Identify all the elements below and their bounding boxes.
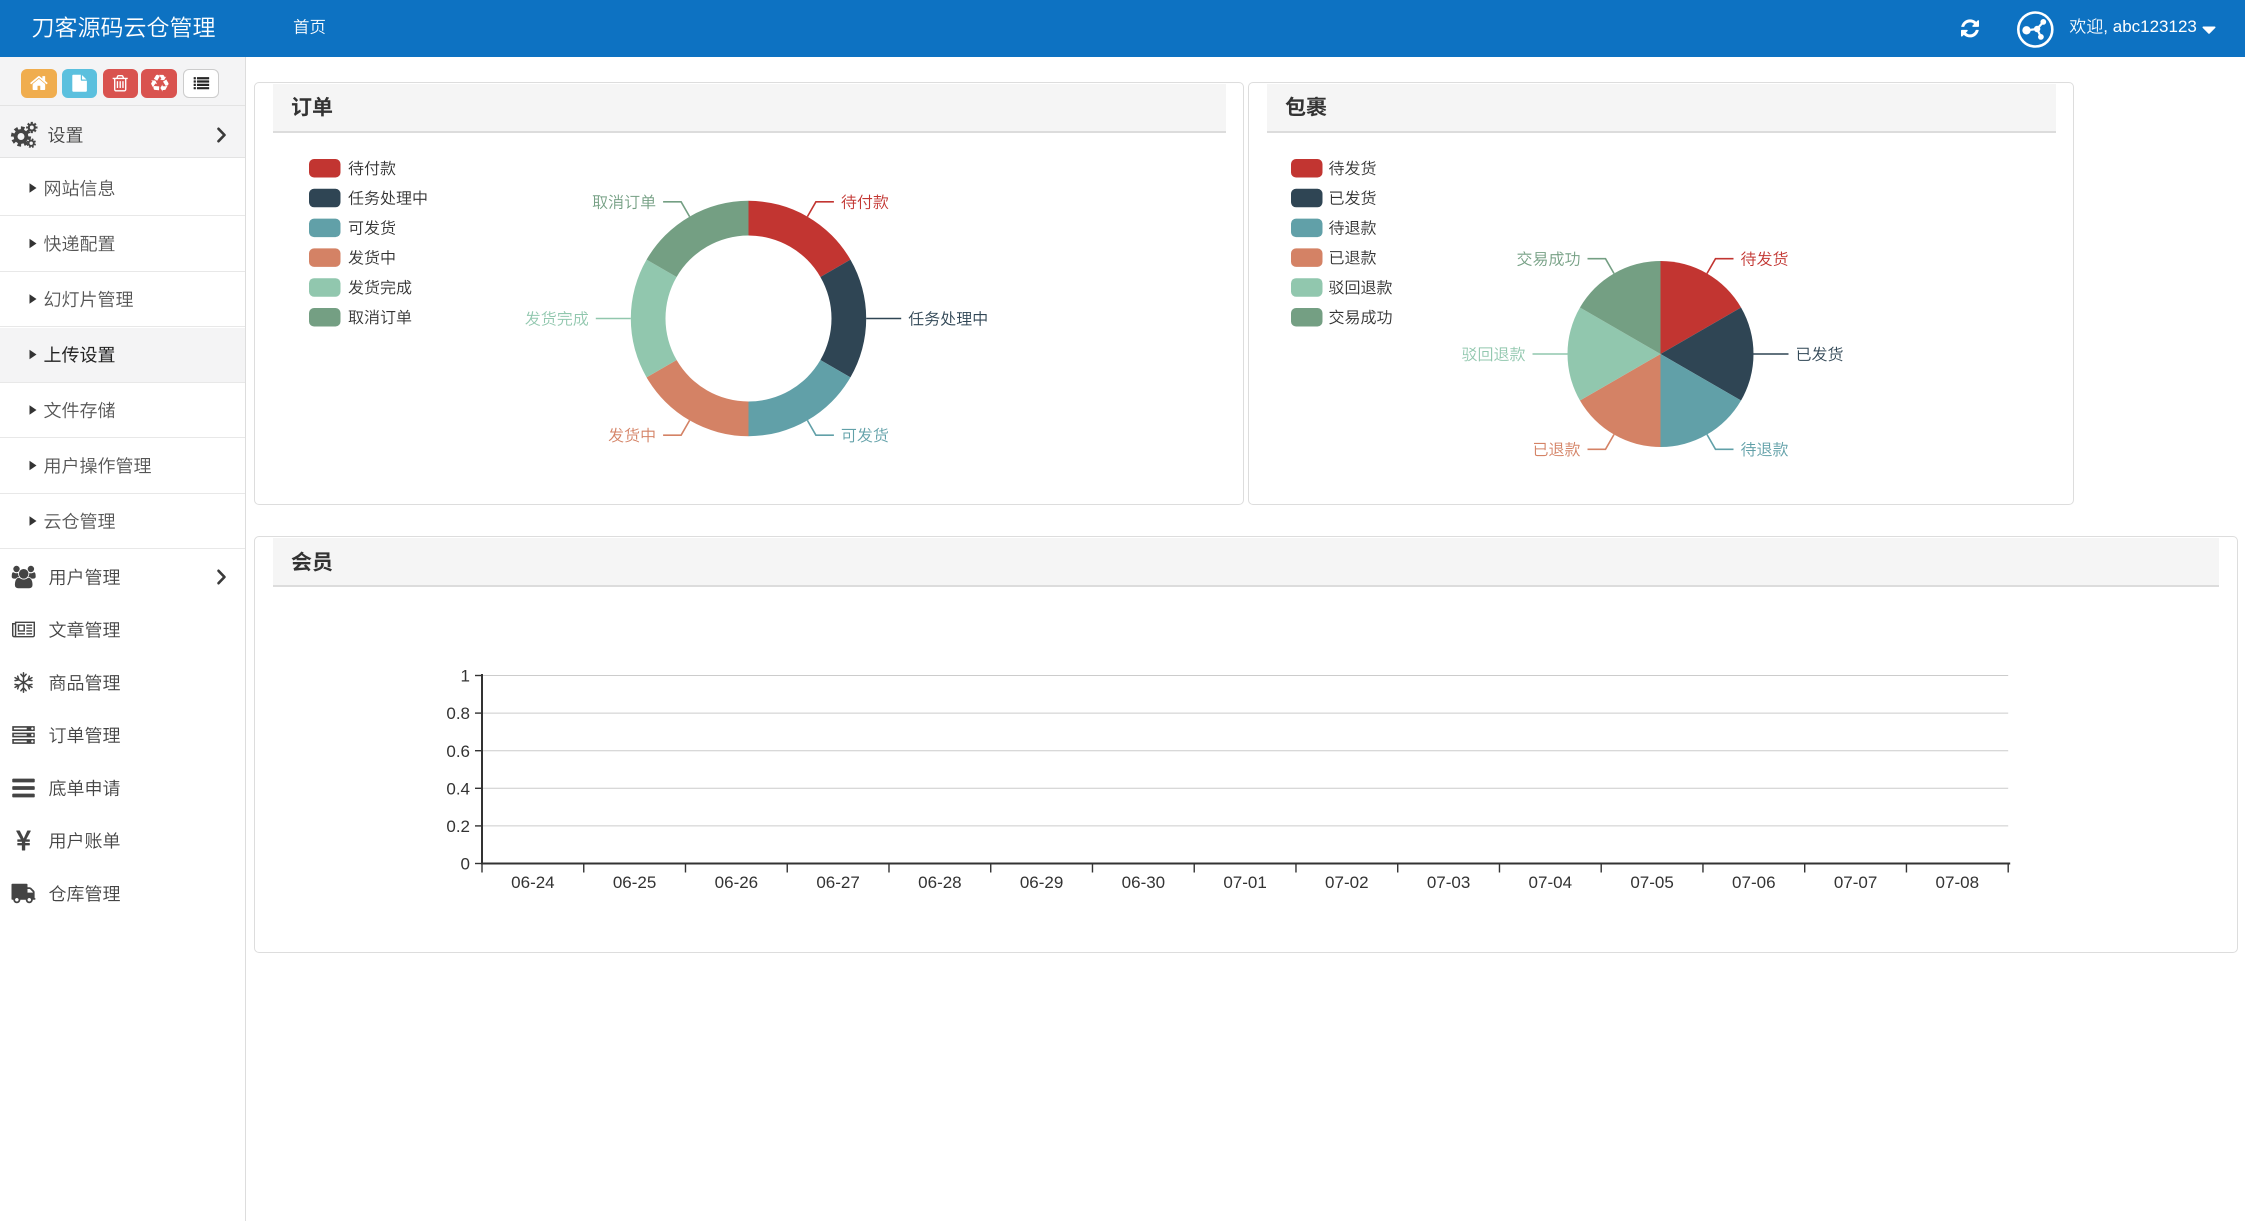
svg-text:06-30: 06-30 (1122, 873, 1165, 892)
svg-text:06-27: 06-27 (816, 873, 859, 892)
svg-text:07-06: 07-06 (1732, 873, 1775, 892)
svg-text:06-25: 06-25 (613, 873, 656, 892)
svg-text:0.8: 0.8 (446, 704, 470, 723)
svg-text:1: 1 (461, 667, 470, 686)
svg-text:06-24: 06-24 (511, 873, 554, 892)
svg-text:06-28: 06-28 (918, 873, 961, 892)
svg-text:0.6: 0.6 (446, 742, 470, 761)
svg-text:, abc123123: , abc123123 (2103, 17, 2197, 36)
svg-text:07-05: 07-05 (1630, 873, 1673, 892)
svg-text:07-01: 07-01 (1223, 873, 1266, 892)
svg-text:0: 0 (461, 855, 470, 874)
svg-text:07-04: 07-04 (1529, 873, 1572, 892)
svg-text:07-02: 07-02 (1325, 873, 1368, 892)
svg-text:0.4: 0.4 (446, 779, 470, 798)
svg-text:06-26: 06-26 (715, 873, 758, 892)
svg-text:0.2: 0.2 (446, 817, 470, 836)
svg-text:07-07: 07-07 (1834, 873, 1877, 892)
svg-text:07-03: 07-03 (1427, 873, 1470, 892)
svg-text:06-29: 06-29 (1020, 873, 1063, 892)
svg-text:07-08: 07-08 (1936, 873, 1979, 892)
